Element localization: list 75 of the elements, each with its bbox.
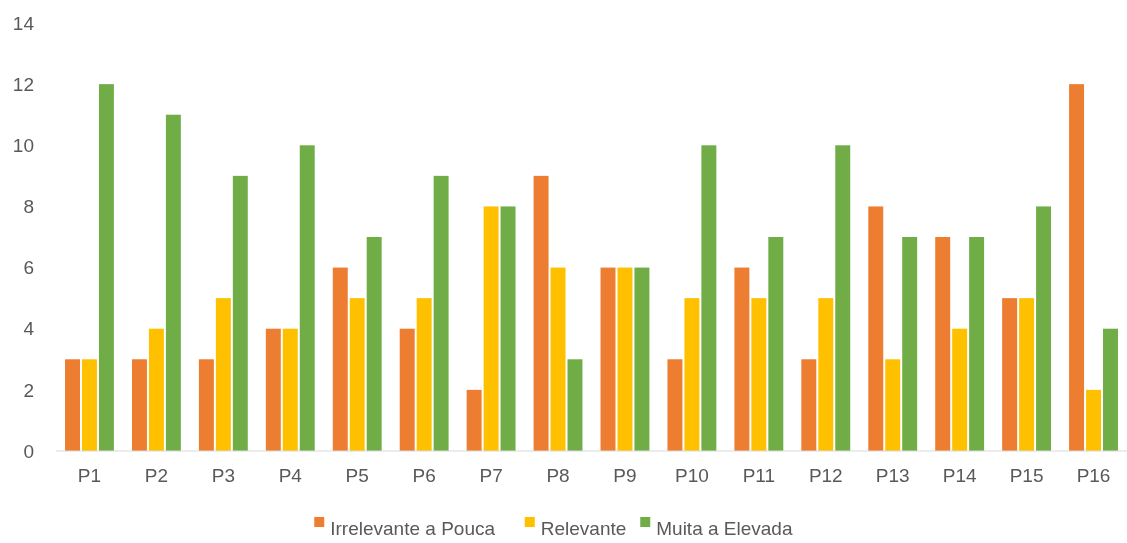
bar xyxy=(885,359,901,451)
bar xyxy=(667,359,683,451)
bar xyxy=(282,328,298,451)
bar xyxy=(165,114,181,451)
x-tick-label: P13 xyxy=(875,465,910,486)
bar xyxy=(734,267,750,451)
x-tick-label: P6 xyxy=(412,465,436,486)
bar xyxy=(131,359,147,451)
bar xyxy=(768,237,784,451)
y-tick-label: 8 xyxy=(23,196,34,218)
bar xyxy=(98,84,114,451)
bar xyxy=(483,206,499,451)
bar xyxy=(935,237,951,451)
bar xyxy=(600,267,616,451)
bar xyxy=(533,175,549,451)
bar xyxy=(902,237,918,451)
bar xyxy=(835,145,851,451)
y-tick-label: 2 xyxy=(23,379,34,401)
x-tick-label: P7 xyxy=(479,465,503,486)
bar xyxy=(399,328,415,451)
legend-label: Muita a Elevada xyxy=(656,517,793,539)
x-tick-label: P1 xyxy=(77,465,102,486)
bar xyxy=(617,267,633,451)
x-tick-label: P4 xyxy=(278,465,303,486)
bar xyxy=(332,267,348,451)
bar xyxy=(215,298,231,451)
bar xyxy=(1086,389,1102,451)
legend-label: Irrelevante a Pouca xyxy=(330,517,496,539)
bar xyxy=(818,298,834,451)
bar xyxy=(466,389,482,451)
x-tick-label: P9 xyxy=(613,465,637,486)
y-tick-label: 14 xyxy=(12,12,35,34)
bar xyxy=(349,298,365,451)
bar xyxy=(567,359,583,451)
bar xyxy=(751,298,767,451)
bar xyxy=(1002,298,1018,451)
bar xyxy=(684,298,700,451)
x-tick-label: P16 xyxy=(1076,465,1111,486)
y-tick-label: 4 xyxy=(23,318,35,340)
bar xyxy=(299,145,315,451)
bar xyxy=(801,359,817,451)
bar xyxy=(232,175,248,451)
y-tick-label: 12 xyxy=(12,73,34,95)
bar xyxy=(265,328,281,451)
bar xyxy=(65,359,80,451)
y-tick-label: 6 xyxy=(23,257,34,279)
x-tick-label: P2 xyxy=(144,465,169,486)
bar xyxy=(1019,298,1035,451)
bar xyxy=(500,206,516,451)
x-tick-label: P12 xyxy=(808,465,843,486)
bar xyxy=(148,328,164,451)
bar xyxy=(634,267,650,451)
legend-label: Relevante xyxy=(540,517,627,539)
bar xyxy=(81,359,97,451)
bar xyxy=(969,237,985,451)
bar xyxy=(366,237,382,451)
x-tick-label: P10 xyxy=(675,465,709,486)
x-tick-label: P15 xyxy=(1009,465,1044,486)
bar xyxy=(1069,84,1085,451)
bar xyxy=(1036,206,1052,451)
y-tick-label: 0 xyxy=(23,440,34,462)
bar xyxy=(952,328,968,451)
bar xyxy=(868,206,884,451)
x-tick-label: P14 xyxy=(942,465,977,486)
y-tick-label: 10 xyxy=(12,134,34,156)
bar xyxy=(1103,328,1118,451)
bar xyxy=(701,145,717,451)
bar xyxy=(550,267,566,451)
x-tick-label: P5 xyxy=(345,465,369,486)
x-tick-label: P3 xyxy=(211,465,235,486)
bar xyxy=(433,175,449,451)
bar xyxy=(416,298,432,451)
bar xyxy=(198,359,214,451)
x-tick-label: P8 xyxy=(546,465,570,486)
x-tick-label: P11 xyxy=(742,465,776,486)
